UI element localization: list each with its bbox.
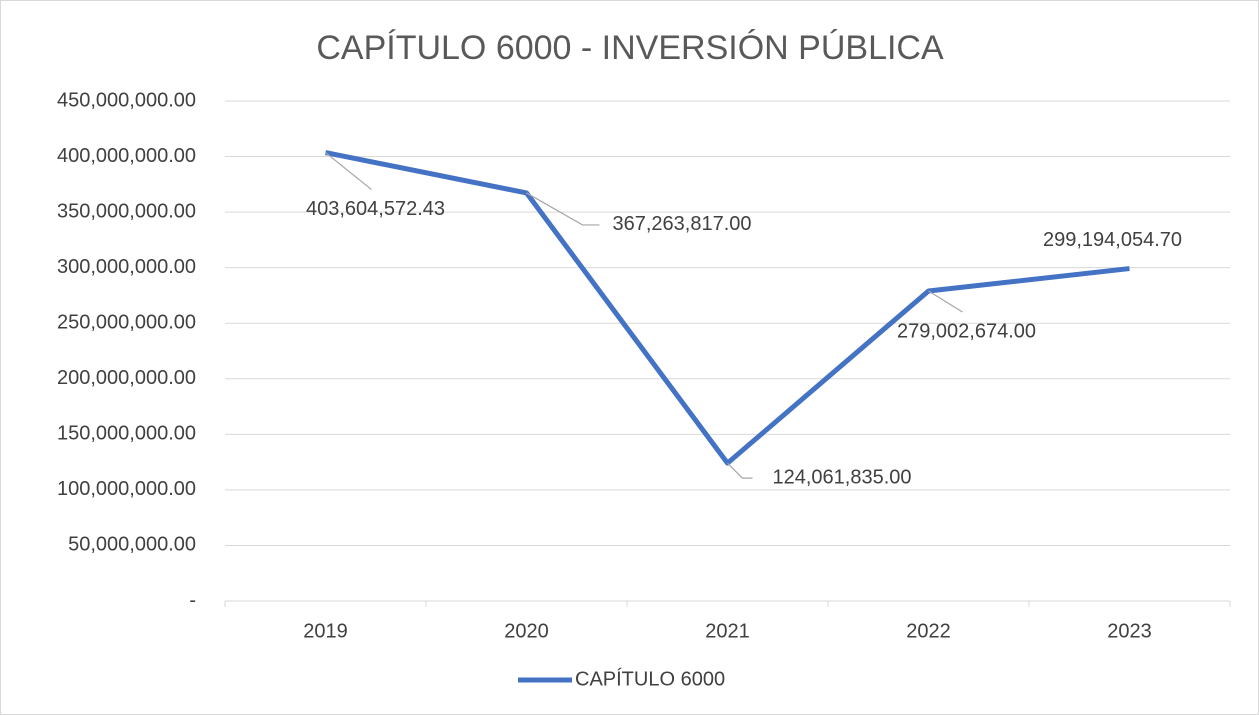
y-tick-label: 200,000,000.00 — [57, 367, 196, 389]
y-tick-label: 50,000,000.00 — [68, 534, 196, 556]
chart-title: CAPÍTULO 6000 - INVERSIÓN PÚBLICA — [316, 29, 944, 67]
data-label: 279,002,674.00 — [897, 320, 1036, 342]
y-tick-label: 100,000,000.00 — [57, 478, 196, 500]
y-tick-label: - — [189, 589, 196, 611]
y-tick-label: 250,000,000.00 — [57, 312, 196, 334]
leader-line — [526, 192, 600, 226]
data-label: 124,061,835.00 — [773, 466, 912, 488]
y-tick-label: 150,000,000.00 — [57, 423, 196, 445]
x-tick-label: 2023 — [1107, 620, 1152, 642]
x-tick-label: 2019 — [303, 620, 348, 642]
data-label: 299,194,054.70 — [1043, 229, 1182, 251]
x-tick-label: 2021 — [705, 620, 750, 642]
x-tick-label: 2022 — [906, 620, 951, 642]
leader-line — [928, 290, 963, 313]
y-tick-label: 350,000,000.00 — [57, 200, 196, 222]
y-tick-label: 450,000,000.00 — [57, 89, 196, 111]
x-tick-label: 2020 — [504, 620, 549, 642]
leader-line — [325, 152, 372, 191]
legend-label: CAPÍTULO 6000 — [575, 667, 725, 690]
data-label: 403,604,572.43 — [306, 198, 445, 220]
data-label: 367,263,817.00 — [613, 213, 752, 235]
y-tick-label: 400,000,000.00 — [57, 145, 196, 167]
leader-line — [727, 462, 753, 479]
y-tick-label: 300,000,000.00 — [57, 256, 196, 278]
